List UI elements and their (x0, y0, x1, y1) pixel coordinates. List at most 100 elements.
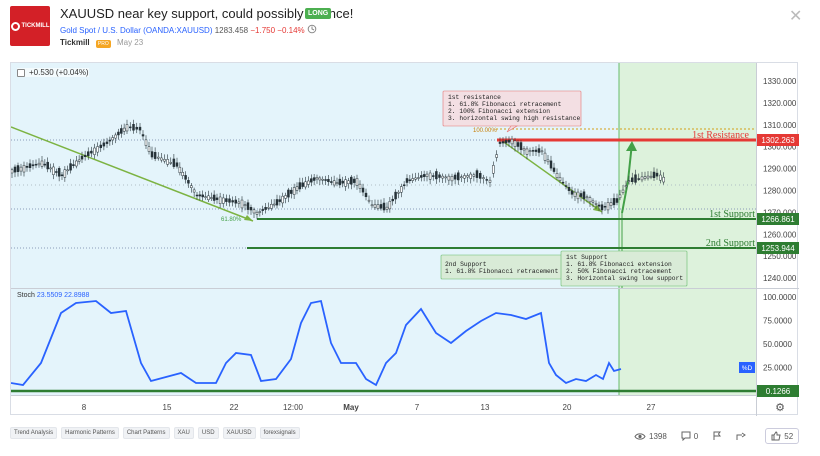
price-tick-label: 1280.000 (763, 187, 797, 196)
price-tick-label: 1270.000 (763, 208, 797, 217)
tag-item[interactable]: Harmonic Patterns (61, 427, 119, 439)
time-tick-label: 22 (230, 403, 239, 412)
price-tick-label: 1300.000 (763, 143, 797, 152)
comments-count: 0 (693, 431, 699, 441)
tickmill-logo[interactable]: TICKMILL (10, 6, 50, 46)
stoch-axis[interactable]: 100.0000 75.0000 50.0000 25.0000 (763, 293, 797, 373)
svg-text:%D: %D (742, 365, 753, 372)
chart-area[interactable]: 100.00% 61.80% 1st Resistance 1st Suppor… (10, 62, 799, 416)
note-support1[interactable]: 1st Support 1. 61.8% Fibonacci extension… (560, 250, 688, 287)
time-tick-label: 15 (163, 403, 172, 412)
price-tick-label: 1240.000 (763, 274, 797, 283)
tag-item[interactable]: Trend Analysis (10, 427, 58, 439)
symbol-link[interactable]: (OANDA:XAUUSD) (143, 26, 213, 35)
pct-d-badge: %D (739, 362, 755, 373)
symbol-line: Gold Spot / U.S. Dollar (OANDA:XAUUSD) 1… (60, 24, 317, 35)
tag-item[interactable]: XAU (173, 427, 194, 439)
price-tick-label: 1260.000 (763, 230, 797, 239)
note-support1-line: 1. 61.8% Fibonacci extension (566, 261, 672, 268)
stoch-tick-label: 100.0000 (763, 293, 797, 302)
note-resistance[interactable]: 1st resistance 1. 61.8% Fibonacci retrac… (442, 90, 582, 133)
time-tick-label: May (343, 403, 359, 412)
author-name[interactable]: Tickmill (60, 38, 90, 47)
comment-icon (681, 431, 691, 441)
idea-stats: 1398 0 52 (634, 428, 813, 444)
time-axis[interactable]: 8 15 22 12:00 May 7 13 20 27 (82, 403, 656, 412)
note-support2-title: 2nd Support (445, 261, 487, 268)
support1-price-badge: 1266.861 (757, 213, 799, 225)
price-change-pct: −0.14% (277, 26, 305, 35)
price-tick-label: 1330.000 (763, 77, 797, 86)
note-resistance-line: 2. 100% Fibonacci extension (448, 108, 550, 115)
support2-label: 2nd Support (706, 238, 755, 249)
fib-618-label: 61.80% (221, 217, 242, 223)
time-tick-label: 7 (415, 403, 420, 412)
price-tick-label: 1320.000 (763, 99, 797, 108)
bounce-arrow-head (626, 141, 637, 151)
fib-100-label: 100.00% (473, 128, 497, 134)
instrument-link[interactable]: Gold Spot / U.S. Dollar (60, 26, 141, 35)
thumbs-up-icon (771, 431, 781, 441)
idea-title: XAUUSD near key support, could possibly … (60, 6, 354, 21)
stoch-label: Stoch (17, 292, 35, 299)
share-stat[interactable] (736, 431, 747, 441)
logo-text: TICKMILL (21, 23, 50, 29)
tag-item[interactable]: forexsignals (259, 427, 300, 439)
price-tick-label: 1290.000 (763, 165, 797, 174)
note-resistance-title: 1st resistance (448, 94, 501, 101)
support2-price-badge: 1253.944 (757, 242, 799, 254)
note-support1-title: 1st Support (566, 254, 608, 261)
time-tick-label: 20 (563, 403, 572, 412)
close-icon[interactable]: ✕ (789, 8, 803, 25)
gear-icon[interactable]: ⚙ (775, 401, 785, 414)
time-tick-label: 8 (82, 403, 87, 412)
tag-item[interactable]: Chart Patterns (122, 427, 170, 439)
stoch-level-badge: 0.1266 (757, 385, 799, 397)
note-support2[interactable]: 2nd Support 1. 61.8% Fibonacci retraceme… (440, 254, 566, 280)
note-support2-line: 1. 61.8% Fibonacci retracement (445, 268, 559, 275)
long-badge: LONG (305, 8, 332, 19)
price-tick-label: 1310.000 (763, 121, 797, 130)
like-button[interactable]: 52 (765, 428, 800, 444)
chart-svg: 100.00% 61.80% 1st Resistance 1st Suppor… (11, 63, 799, 416)
svg-text:1302.263: 1302.263 (761, 136, 795, 145)
note-resistance-line: 1. 61.8% Fibonacci retracement (448, 101, 562, 108)
tag-item[interactable]: USD (197, 427, 219, 439)
downtrend-line-2 (500, 139, 603, 213)
legend-checkbox[interactable] (17, 68, 25, 77)
stoch-k-value: 23.5509 (36, 292, 63, 299)
legend-change: +0.530 (+0.04%) (29, 68, 89, 77)
tag-list: Trend Analysis Harmonic Patterns Chart P… (10, 427, 300, 439)
stoch-tick-label: 50.0000 (763, 340, 792, 349)
publish-date: May 23 (116, 38, 144, 47)
price-change: −1.750 (250, 26, 276, 35)
share-icon (736, 432, 747, 440)
svg-text:1253.944: 1253.944 (761, 244, 795, 253)
resistance-label: 1st Resistance (692, 130, 749, 141)
price-tick-label: 1250.000 (763, 252, 797, 261)
flag-stat[interactable] (712, 431, 722, 441)
flag-icon (713, 431, 722, 440)
stoch-tick-label: 75.0000 (763, 317, 792, 326)
likes-count: 52 (784, 431, 794, 441)
price-axis[interactable]: 1330.000 1320.000 1310.000 1300.000 1290.000… (763, 77, 797, 283)
support1-label: 1st Support (709, 209, 755, 220)
resistance-price-badge: 1302.263 (757, 134, 799, 146)
views-count: 1398 (649, 431, 667, 441)
eye-icon (634, 432, 646, 440)
logo-mark-icon (10, 21, 20, 31)
downtrend-arrow-1 (244, 215, 253, 221)
forecast-zone-stoch (619, 289, 756, 395)
time-tick-label: 27 (647, 403, 656, 412)
downtrend-line-1 (11, 126, 254, 222)
comments-stat[interactable]: 0 (681, 431, 698, 441)
svg-text:1266.861: 1266.861 (761, 215, 795, 224)
stoch-d-value: 22.8988 (64, 292, 90, 299)
svg-text:0.1266: 0.1266 (766, 387, 791, 396)
note-support1-line: 3. Horizontal swing low support (566, 275, 683, 282)
stoch-tick-label: 25.0000 (763, 364, 792, 373)
views-stat: 1398 (634, 432, 667, 441)
chart-legend: +0.530 (+0.04%) (17, 68, 89, 77)
clock-icon (307, 24, 317, 34)
tag-item[interactable]: XAUUSD (222, 427, 256, 439)
